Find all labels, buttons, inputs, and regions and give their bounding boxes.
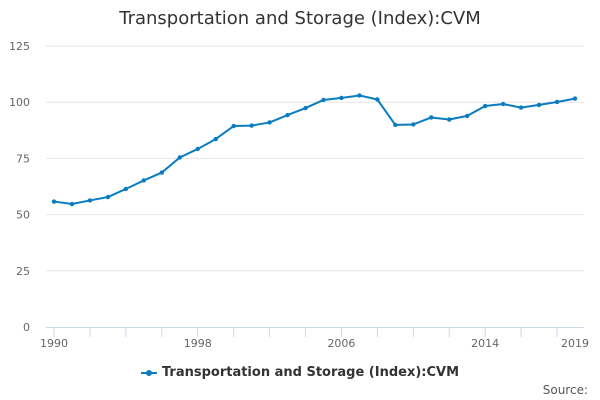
y-tick-label: 100 [9,96,30,109]
y-tick-label: 50 [16,209,30,222]
x-tick-label: 1990 [40,337,68,350]
data-point [159,170,164,175]
data-point [87,198,93,203]
data-point [105,194,111,200]
chart-title: Transportation and Storage (Index):CVM [119,8,481,29]
data-point [465,113,470,119]
series-line [53,94,576,206]
y-tick-label: 0 [23,321,30,334]
data-point [357,93,362,98]
data-point [177,155,182,160]
y-tick-label: 25 [16,265,30,278]
legend-label: Transportation and Storage (Index):CVM [161,365,460,380]
data-point [536,102,542,108]
source-label: Source: [542,383,588,397]
data-point [393,122,398,128]
data-point [375,97,380,102]
data-point [411,122,416,127]
data-point [554,99,560,105]
data-point [518,105,524,110]
data-point [482,103,488,109]
data-point [321,97,326,103]
data-point [123,186,129,192]
legend-line-symbol [140,369,157,376]
x-tick-label: 2014 [471,337,499,350]
data-point [51,199,57,204]
y-tick-label: 125 [9,40,30,53]
x-tick-label: 2019 [561,337,589,350]
x-tick-label: 2006 [327,337,355,350]
data-point [69,201,75,207]
y-tick-label: 75 [16,152,30,165]
data-point [141,178,147,183]
data-point [572,96,578,101]
data-point [339,95,344,101]
data-point [213,136,218,142]
data-point [500,101,506,107]
data-point [249,123,254,128]
data-point [267,120,272,125]
legend-item[interactable]: Transportation and Storage (Index):CVM [0,365,600,380]
data-point [231,123,236,129]
data-point [303,105,308,111]
x-tick-label: 1998 [184,337,212,350]
data-point [447,117,452,122]
data-point [195,146,200,152]
data-point [285,112,290,118]
data-point [429,115,434,120]
